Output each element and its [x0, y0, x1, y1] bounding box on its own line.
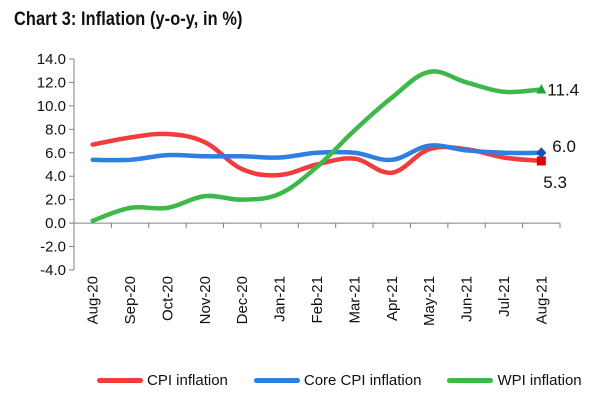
chart-title: Chart 3: Inflation (y-o-y, in %) [14, 9, 243, 30]
legend-swatch-cpi [97, 378, 143, 383]
series-line-core-cpi [90, 143, 544, 163]
legend: CPI inflation Core CPI inflation WPI inf… [97, 372, 600, 389]
x-tick-label: Oct-20 [159, 276, 176, 321]
data-label-cpi: 5.3 [543, 173, 567, 192]
y-tick-label: 2.0 [45, 192, 66, 209]
end-marker-core-cpi [536, 147, 547, 159]
end-marker-cpi [536, 156, 546, 166]
x-tick-label: Aug-21 [533, 276, 550, 324]
end-marker-wpi [536, 83, 547, 94]
legend-label-cpi: CPI inflation [147, 372, 228, 389]
x-tick-label: Dec-20 [234, 276, 251, 324]
x-tick-label: Jul-21 [496, 276, 513, 317]
x-tick-label: Apr-21 [384, 276, 401, 321]
y-tick-label: 10.0 [37, 98, 66, 115]
series-line-wpi [90, 69, 544, 224]
x-tick-label: Aug-20 [85, 276, 102, 324]
x-tick-label: Jan-21 [272, 276, 289, 322]
y-tick-label: 12.0 [37, 74, 66, 91]
x-tick-label: Mar-21 [346, 276, 363, 324]
x-tick-label: Sep-20 [122, 276, 139, 324]
x-tick-label: Nov-20 [197, 276, 214, 324]
y-tick-label: -2.0 [40, 239, 66, 256]
x-tick-label: Feb-21 [309, 276, 326, 324]
legend-swatch-wpi [447, 378, 494, 383]
legend-swatch-core-cpi [253, 378, 300, 383]
legend-item-wpi: WPI inflation [447, 372, 582, 389]
legend-item-core-cpi: Core CPI inflation [253, 372, 422, 389]
x-tick-label: May-21 [421, 276, 438, 326]
legend-label-core-cpi: Core CPI inflation [303, 372, 422, 389]
y-tick-label: 6.0 [45, 145, 66, 162]
y-tick-label: 0.0 [45, 215, 66, 232]
y-tick-label: 8.0 [45, 121, 66, 138]
legend-item-cpi: CPI inflation [97, 372, 228, 389]
x-tick-label: Jun-21 [459, 276, 476, 322]
legend-label-wpi: WPI inflation [497, 372, 582, 389]
y-tick-label: -4.0 [40, 262, 66, 279]
y-tick-label: 4.0 [45, 168, 66, 185]
data-label-core-cpi: 6.0 [552, 137, 576, 156]
data-label-wpi: 11.4 [547, 80, 579, 99]
y-tick-label: 14.0 [37, 51, 66, 68]
